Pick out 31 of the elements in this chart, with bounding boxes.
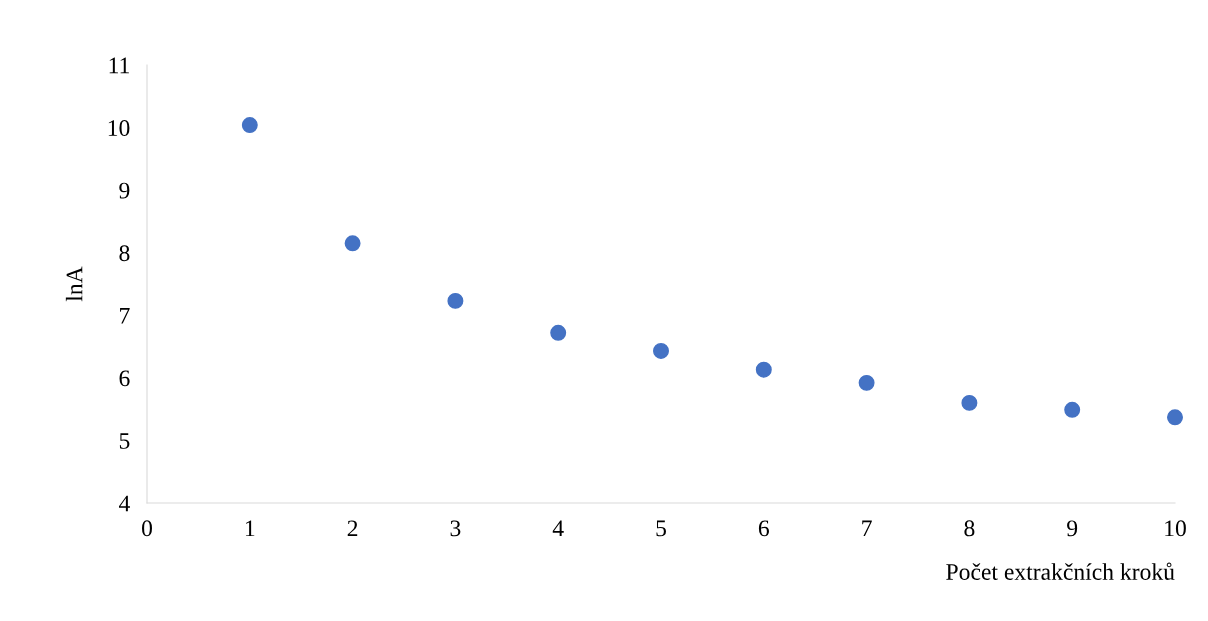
y-tick-label: 10 xyxy=(108,120,130,136)
y-tick-label: 11 xyxy=(109,57,129,74)
y-axis-title: lnA xyxy=(65,266,83,302)
point xyxy=(961,394,978,411)
x-tick-label: 4 xyxy=(552,520,564,537)
point xyxy=(550,324,567,341)
point xyxy=(755,361,772,378)
x-tick-label: 10 xyxy=(1165,520,1186,537)
y-tick-label: 4 xyxy=(118,495,130,512)
x-tick-label: 9 xyxy=(1067,520,1078,537)
point xyxy=(1064,401,1081,418)
point xyxy=(344,235,361,252)
point xyxy=(858,374,875,391)
y-tick-label: 9 xyxy=(119,182,130,199)
x-tick-label: 3 xyxy=(450,520,461,537)
point xyxy=(241,117,258,134)
point xyxy=(1167,409,1183,426)
x-tick-label: 0 xyxy=(142,520,152,537)
y-tick-label: 6 xyxy=(119,370,130,387)
y-tick-label: 7 xyxy=(120,308,130,324)
x-tick-label: 7 xyxy=(862,520,872,537)
x-axis-title: Počet extrakčních kroků xyxy=(946,562,1175,580)
x-tick-label: 8 xyxy=(964,520,975,537)
y-tick-label: 5 xyxy=(119,433,130,449)
x-tick-label: 6 xyxy=(758,520,769,537)
point xyxy=(447,292,464,309)
point xyxy=(653,342,669,359)
x-tick-label: 5 xyxy=(656,520,666,537)
x-tick-label: 1 xyxy=(245,520,255,537)
y-tick-label: 8 xyxy=(119,245,130,262)
x-tick-label: 2 xyxy=(347,520,358,537)
